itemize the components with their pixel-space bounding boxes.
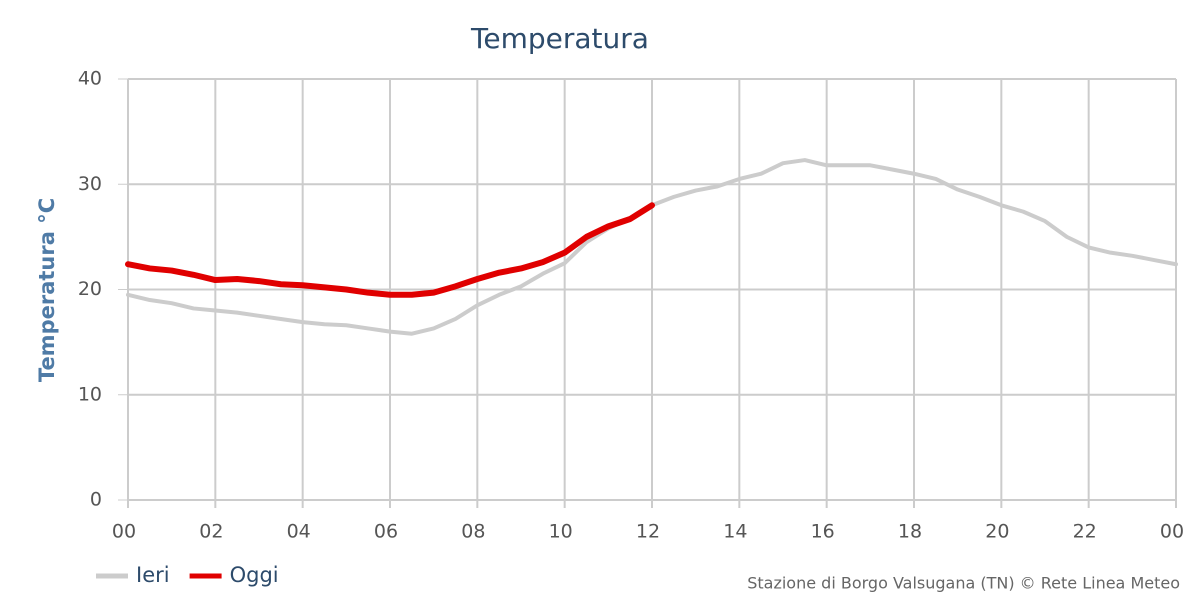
line-1 bbox=[125, 202, 655, 298]
y-tick-label: 10 bbox=[78, 383, 102, 405]
y-tick-label: 0 bbox=[90, 489, 102, 511]
x-tick-label: 06 bbox=[374, 521, 398, 543]
chart-title: Temperatura bbox=[470, 22, 649, 55]
y-axis-label: Temperatura °C bbox=[35, 198, 59, 382]
x-tick-label: 16 bbox=[811, 521, 835, 543]
x-tick-label: 02 bbox=[199, 521, 223, 543]
y-tick-label: 40 bbox=[78, 68, 102, 90]
legend-label: Ieri bbox=[136, 563, 170, 587]
x-tick-label: 12 bbox=[636, 521, 660, 543]
x-tick-label: 00 bbox=[112, 521, 136, 543]
x-tick-label: 04 bbox=[287, 521, 311, 543]
x-tick-label: 10 bbox=[549, 521, 573, 543]
y-tick-label: 20 bbox=[78, 278, 102, 300]
x-tick-label: 20 bbox=[985, 521, 1009, 543]
x-tick-label: 18 bbox=[898, 521, 922, 543]
source: Stazione di Borgo Valsugana (TN) © Rete … bbox=[747, 574, 1180, 593]
x-tick-label: 22 bbox=[1073, 521, 1097, 543]
y-tick-label: 30 bbox=[78, 173, 102, 195]
legend-label: Oggi bbox=[230, 563, 279, 587]
x-tick-label: 00 bbox=[1160, 521, 1184, 543]
x-tick-label: 08 bbox=[461, 521, 485, 543]
x-tick-label: 14 bbox=[723, 521, 747, 543]
